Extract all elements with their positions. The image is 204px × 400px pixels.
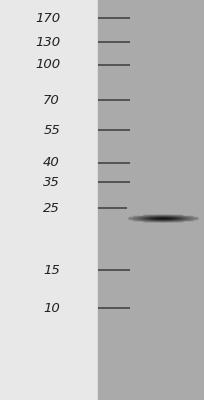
Text: 170: 170: [35, 12, 60, 24]
Text: 130: 130: [35, 36, 60, 48]
Text: 40: 40: [43, 156, 60, 170]
Bar: [98, 0, 204, 400]
Text: 35: 35: [43, 176, 60, 188]
Text: 55: 55: [43, 124, 60, 136]
Text: 100: 100: [35, 58, 60, 72]
Text: 25: 25: [43, 202, 60, 214]
Text: 10: 10: [43, 302, 60, 314]
Bar: [0, 0, 98, 400]
Text: 15: 15: [43, 264, 60, 276]
Text: 70: 70: [43, 94, 60, 106]
